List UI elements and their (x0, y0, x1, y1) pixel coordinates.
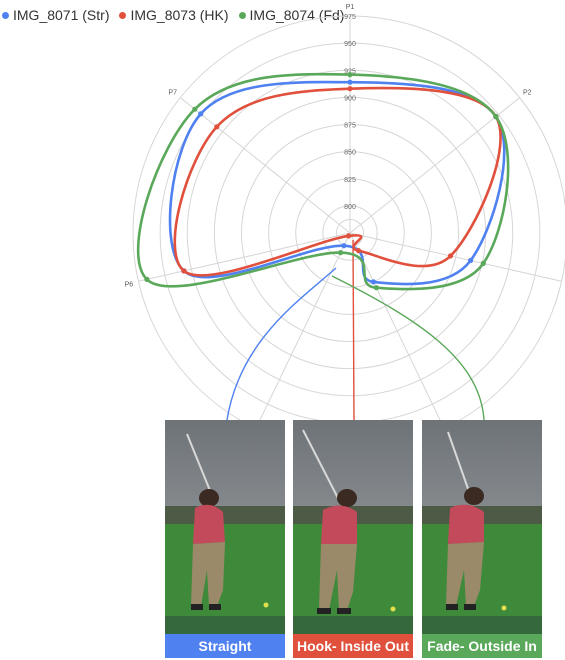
photo-panel-hook: Hook- Inside Out (293, 420, 413, 658)
series-0-point-P3 (468, 257, 474, 264)
series-2-point-P1 (347, 72, 353, 78)
series-1-point-P3 (447, 253, 454, 259)
legend-label-hk: IMG_8073 (HK) (130, 7, 229, 23)
grid-spoke-P6 (138, 232, 351, 282)
series-0-point-P1 (347, 79, 353, 85)
golfer-photo-hook (293, 420, 413, 658)
series-1-point-P5 (346, 233, 352, 239)
series-line-2 (137, 72, 510, 291)
axis-label-P7: P7 (168, 90, 177, 97)
series-0-point-P4 (370, 279, 377, 285)
axis-label-P1: P1 (346, 4, 355, 11)
photo-label-hook: Hook- Inside Out (293, 634, 413, 658)
radar-grid (132, 15, 565, 420)
series-2-point-P5 (338, 250, 344, 256)
photo-connectors (226, 239, 485, 420)
golfer-photo-fade (422, 420, 542, 658)
series-2-point-P4 (373, 285, 379, 291)
legend-swatch-hk (119, 11, 127, 19)
grid-spoke-P2 (349, 97, 520, 234)
series-line-1 (173, 86, 502, 277)
legend-label-fd: IMG_8074 (Fd) (249, 7, 345, 23)
series-2-point-P3 (480, 260, 486, 266)
radial-tick-labels: 800 825 850 875 900 925 950 975 (344, 14, 356, 211)
grid-spoke-P4 (349, 232, 441, 420)
series-1-point-P6 (181, 268, 187, 274)
legend-item-str[interactable]: IMG_8071 (Str) (2, 7, 109, 23)
series-1-point-P1 (347, 86, 353, 92)
tick-label-975: 975 (344, 14, 356, 21)
chart-legend: IMG_8071 (Str) IMG_8073 (HK) IMG_8074 (F… (2, 7, 344, 23)
axis-label-P2: P2 (523, 90, 532, 97)
series-0-point-P5 (341, 243, 347, 249)
legend-item-hk[interactable]: IMG_8073 (HK) (119, 7, 229, 23)
axis-labels: P1P2P3P4P5P6P7 (125, 4, 532, 288)
series-1-point-P4 (355, 248, 362, 254)
tick-label-900: 900 (344, 95, 356, 102)
photo-label-straight: Straight (165, 634, 285, 658)
tick-label-950: 950 (344, 41, 356, 48)
photo-label-fade: Fade- Outside In (422, 634, 542, 658)
series-1-point-P7 (214, 124, 220, 130)
legend-swatch-fd (238, 11, 246, 19)
legend-item-fd[interactable]: IMG_8074 (Fd) (238, 7, 345, 23)
legend-label-str: IMG_8071 (Str) (13, 7, 110, 23)
connector-hook (352, 239, 355, 420)
grid-spoke-P7 (180, 97, 351, 234)
photo-panel-straight: Straight (165, 420, 285, 658)
tick-label-825: 825 (344, 177, 356, 184)
data-series (137, 72, 510, 291)
photo-panel-fade: Fade- Outside In (422, 420, 542, 658)
axis-label-P6: P6 (125, 281, 134, 288)
series-2-point-P7 (192, 106, 198, 112)
tick-label-850: 850 (344, 150, 356, 157)
tick-label-800: 800 (344, 204, 356, 211)
grid-spoke-P5 (259, 232, 351, 420)
series-0-point-P7 (198, 111, 204, 117)
grid-spoke-P3 (349, 232, 562, 282)
series-2-point-P2 (493, 114, 499, 120)
legend-swatch-str (2, 11, 9, 19)
series-2-point-P6 (144, 276, 150, 282)
connector-straight (226, 267, 337, 420)
golfer-photo-straight (165, 420, 285, 658)
tick-label-875: 875 (344, 123, 356, 130)
connector-fade (331, 275, 485, 420)
tick-label-925: 925 (344, 68, 356, 75)
